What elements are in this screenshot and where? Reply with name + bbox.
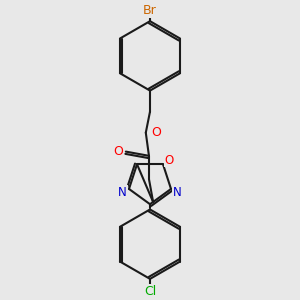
- Text: O: O: [165, 154, 174, 166]
- Text: Cl: Cl: [144, 285, 156, 298]
- Text: Br: Br: [143, 4, 157, 17]
- Text: N: N: [173, 186, 182, 199]
- Text: O: O: [152, 126, 161, 139]
- Text: O: O: [113, 145, 123, 158]
- Text: N: N: [118, 186, 127, 199]
